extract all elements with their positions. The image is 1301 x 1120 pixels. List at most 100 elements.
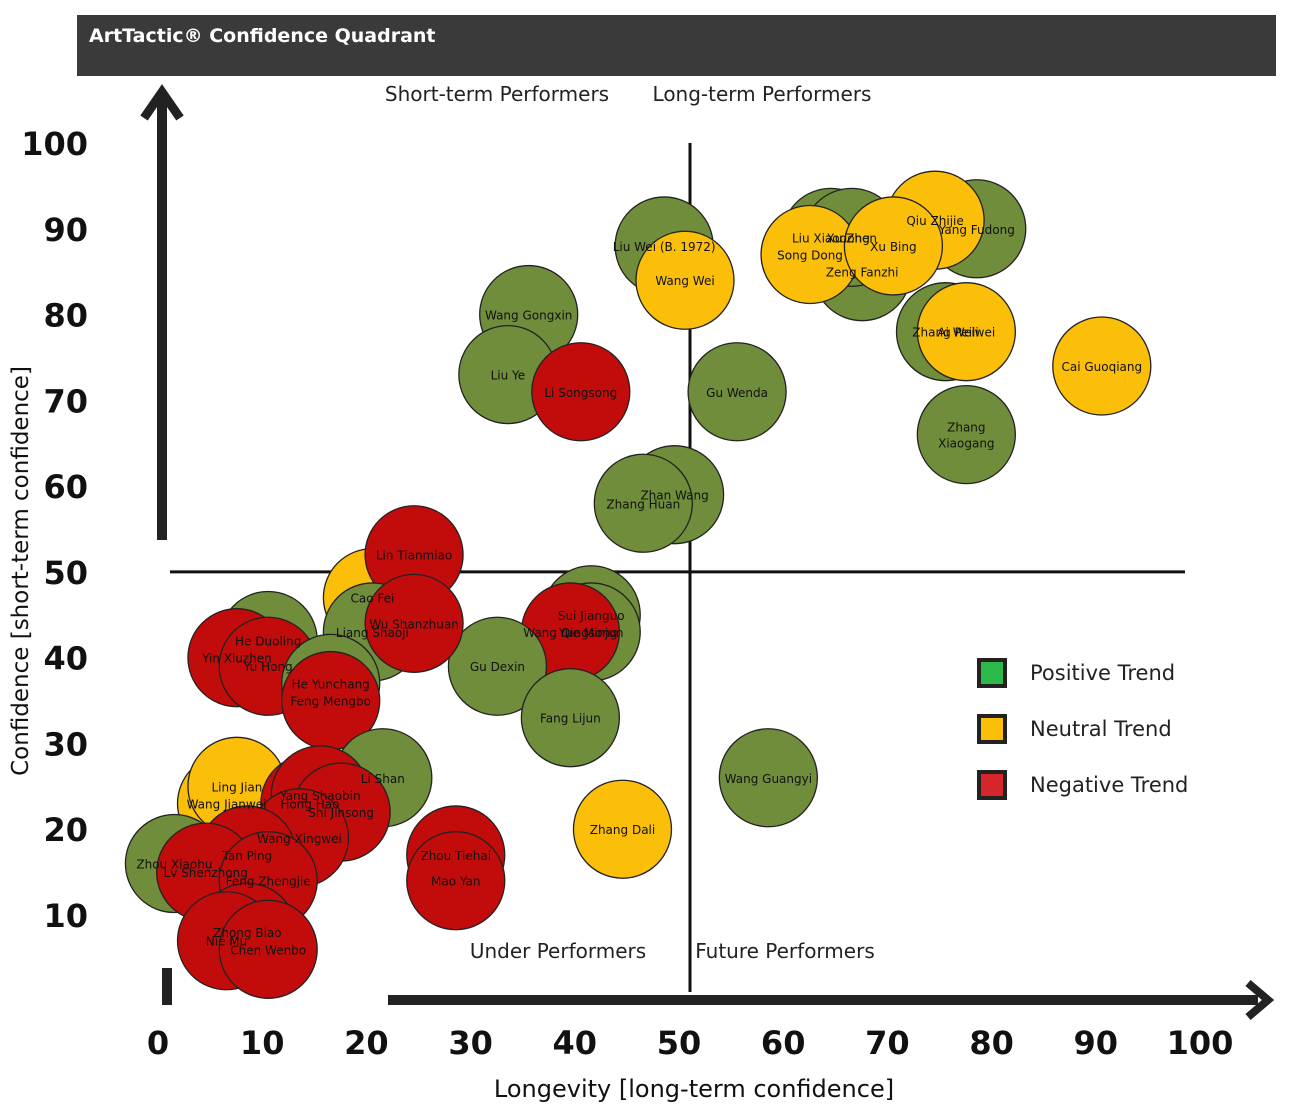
y-tick-label: 60 bbox=[43, 468, 88, 506]
legend-label: Neutral Trend bbox=[1030, 717, 1172, 741]
x-tick-label: 50 bbox=[657, 1024, 702, 1062]
bubble-label: Wang Guangyi bbox=[725, 772, 812, 786]
bubble-label: Liu Xiaodong bbox=[792, 231, 870, 245]
y-tick-label: 100 bbox=[21, 125, 88, 163]
bubble-chen-wenbo bbox=[218, 899, 318, 999]
bubble-label: Gu Wenda bbox=[706, 386, 768, 400]
bubble-wang-wei bbox=[635, 230, 735, 330]
bubble-label: Fang Lijun bbox=[540, 712, 601, 726]
bubble-label: Wang Xingwei bbox=[257, 832, 342, 846]
x-axis-label: Longevity [long-term confidence] bbox=[494, 1075, 894, 1103]
x-tick-label: 100 bbox=[1167, 1024, 1234, 1062]
bubble-label: Hong Hao bbox=[280, 797, 339, 811]
x-tick-label: 20 bbox=[344, 1024, 389, 1062]
bubble-label: Yue Minjun bbox=[558, 626, 624, 640]
bubble-label: Zhang Huan bbox=[606, 497, 680, 511]
bubble-ai-weiwei bbox=[916, 282, 1016, 382]
legend-label: Positive Trend bbox=[1030, 661, 1175, 685]
bubble-label: Zeng Fanzhi bbox=[826, 266, 899, 280]
bubble-zhang-dali bbox=[572, 779, 673, 879]
bubble-xu-bing bbox=[843, 196, 944, 296]
bubble-label: Lv Shenzhong bbox=[164, 866, 248, 880]
x-tick-label: 60 bbox=[761, 1024, 806, 1062]
y-tick-label: 90 bbox=[43, 211, 88, 249]
bubble-wang-guangyi bbox=[718, 728, 819, 828]
bubble-label: Wang Wei bbox=[655, 274, 714, 288]
x-tick-label: 10 bbox=[240, 1024, 285, 1062]
quadrant-label: Short-term Performers bbox=[385, 82, 609, 106]
bubble-label: Song Dong bbox=[777, 249, 843, 263]
legend-swatch bbox=[977, 658, 1007, 688]
bubble-label: Zhan Wang bbox=[640, 489, 708, 503]
x-tick-label: 70 bbox=[865, 1024, 910, 1062]
bubble-label: Wang Gongxin bbox=[485, 309, 572, 323]
bubble-label: Mao Yan bbox=[431, 875, 481, 889]
bubble-label: Xiaogang bbox=[938, 437, 994, 451]
bubble-li-songsong bbox=[531, 342, 631, 442]
bubble-label: Li Songsong bbox=[544, 386, 617, 400]
y-axis-arrowhead bbox=[140, 84, 184, 121]
bubble-cai-guoqiang bbox=[1052, 316, 1152, 416]
bubble-zhang-xiaogang bbox=[916, 384, 1016, 485]
bubble-label: Feng Zhengjie bbox=[226, 875, 311, 889]
bubble-label: Yin Xiuzhen bbox=[201, 652, 272, 666]
bubble-label: Zhou Tiehai bbox=[420, 849, 491, 863]
bubble-label: Ling Jian bbox=[211, 780, 262, 794]
bubble-label: Li Shan bbox=[361, 772, 405, 786]
bubble-label: Wu Shanzhuan bbox=[369, 617, 459, 631]
bubble-label: Nie Mu bbox=[206, 935, 247, 949]
bubble-mao-yan bbox=[406, 831, 506, 931]
x-tick-label: 30 bbox=[448, 1024, 493, 1062]
bubble-label: Sui Jianguo bbox=[558, 609, 625, 623]
title-bar: ArtTactic® Confidence Quadrant bbox=[77, 15, 1276, 76]
bubble-label: Yang Fudong bbox=[938, 223, 1015, 237]
bubble-label: Liu Ye bbox=[491, 369, 526, 383]
bubble-label: Wang Jianwei bbox=[187, 797, 267, 811]
bubble-label: Zhou Xiaohu bbox=[136, 858, 212, 872]
y-tick-label: 50 bbox=[43, 554, 88, 592]
x-tick-label: 0 bbox=[147, 1024, 169, 1062]
bubble-label: Chen Wenbo bbox=[230, 943, 306, 957]
legend-swatch bbox=[977, 770, 1007, 800]
bubble-label: Feng Mengbo bbox=[290, 695, 371, 709]
y-tick-label: 70 bbox=[43, 382, 88, 420]
bubble-label: Liu Wei (B. 1972) bbox=[613, 240, 716, 254]
bubble-label: Qiu Zhijie bbox=[906, 214, 963, 228]
y-axis-label: Confidence [short-term confidence] bbox=[8, 366, 34, 776]
legend-swatch bbox=[977, 714, 1007, 744]
bubble-label: Xu Bing bbox=[870, 240, 916, 254]
quadrant-label: Future Performers bbox=[695, 939, 875, 963]
bubble-label: He Duoling bbox=[235, 635, 301, 649]
x-tick-label: 80 bbox=[969, 1024, 1014, 1062]
bubble-label: Liang Shaoji bbox=[336, 626, 409, 640]
x-tick-label: 40 bbox=[553, 1024, 598, 1062]
bubble-gu-wenda bbox=[687, 342, 787, 442]
bubble-zhang-huan bbox=[593, 453, 693, 553]
y-tick-label: 40 bbox=[43, 640, 88, 678]
bubble-label: Ai Weiwei bbox=[937, 326, 995, 340]
bubble-label: Xu Zhen bbox=[826, 231, 876, 245]
bubble-label: He Yunchang bbox=[292, 677, 370, 691]
bubble-wu-shanzhuan bbox=[364, 573, 464, 674]
bubble-label: Zhang bbox=[947, 421, 985, 435]
bubble-label: Tan Ping bbox=[222, 849, 273, 863]
y-tick-label: 80 bbox=[43, 297, 88, 335]
bubble-label: Yu Hong bbox=[243, 660, 293, 674]
x-tick-label: 90 bbox=[1074, 1024, 1119, 1062]
bubble-label: Cao Fei bbox=[350, 592, 394, 606]
y-tick-label: 10 bbox=[43, 897, 88, 935]
bubble-label: Lin Tianmiao bbox=[376, 549, 452, 563]
bubble-label: Zhang Dali bbox=[590, 823, 655, 837]
bubble-label: Yang Shaobin bbox=[279, 789, 361, 803]
bubble-label: Gu Dexin bbox=[470, 660, 525, 674]
bubble-gu-dexin bbox=[447, 616, 548, 716]
bubble-label: Shi Jinsong bbox=[308, 806, 374, 820]
quadrant-label: Long-term Performers bbox=[653, 82, 872, 106]
bubble-label: Wang Qingsong bbox=[523, 626, 617, 640]
bubble-label: Zhang Peili bbox=[912, 326, 978, 340]
bubble-label: Cai Guoqiang bbox=[1061, 360, 1142, 374]
bubble-label: Zhong Biao bbox=[213, 926, 281, 940]
y-tick-label: 30 bbox=[43, 725, 88, 763]
chart-title: ArtTactic® Confidence Quadrant bbox=[89, 25, 436, 47]
